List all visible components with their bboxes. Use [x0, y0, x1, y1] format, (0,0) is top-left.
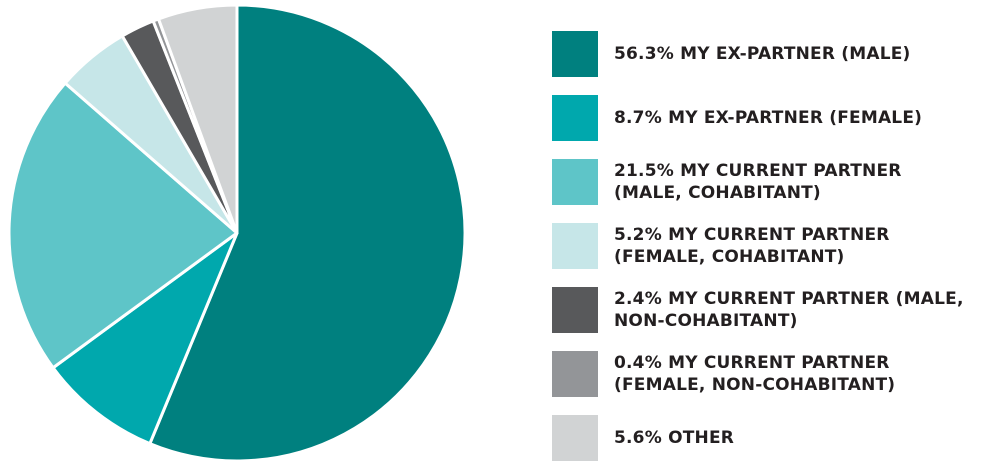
legend-value: 8.7% — [614, 108, 662, 128]
pie-slice — [148, 3, 467, 460]
legend-swatch — [552, 31, 598, 77]
legend-text: 5.2% MY CURRENT PARTNER (FEMALE, COHABIT… — [614, 224, 964, 268]
legend-label: MY EX-PARTNER (FEMALE) — [668, 108, 923, 128]
legend-label: OTHER — [668, 428, 735, 448]
legend-swatch — [552, 95, 598, 141]
legend-item: 2.4% MY CURRENT PARTNER (MALE, NON-COHAB… — [552, 286, 964, 334]
legend-text: 56.3% MY EX-PARTNER (MALE) — [614, 43, 964, 65]
legend-value: 56.3% — [614, 44, 674, 64]
pie-slice — [156, 3, 239, 235]
pie-slice — [7, 81, 239, 370]
legend-item: 56.3% MY EX-PARTNER (MALE) — [552, 30, 964, 78]
legend-value: 21.5% — [614, 161, 674, 181]
legend-item: 0.4% MY CURRENT PARTNER (FEMALE, NON-COH… — [552, 350, 964, 398]
legend-label: MY CURRENT PARTNER (MALE, NON-COHABITANT… — [614, 289, 964, 331]
legend-text: 2.4% MY CURRENT PARTNER (MALE, NON-COHAB… — [614, 288, 964, 332]
legend-text: 0.4% MY CURRENT PARTNER (FEMALE, NON-COH… — [614, 352, 964, 396]
legend-value: 2.4% — [614, 289, 662, 309]
legend-item: 5.6% OTHER — [552, 414, 964, 462]
legend-value: 5.2% — [614, 225, 662, 245]
pie-slice — [51, 231, 239, 446]
legend-label: MY CURRENT PARTNER (MALE, COHABITANT) — [614, 161, 902, 203]
legend-text: 21.5% MY CURRENT PARTNER (MALE, COHABITA… — [614, 160, 964, 204]
legend-label: MY CURRENT PARTNER (FEMALE, COHABITANT) — [614, 225, 890, 267]
legend-label: MY CURRENT PARTNER (FEMALE, NON-COHABITA… — [614, 353, 896, 395]
legend-swatch — [552, 159, 598, 205]
legend-swatch — [552, 287, 598, 333]
legend-item: 5.2% MY CURRENT PARTNER (FEMALE, COHABIT… — [552, 222, 964, 270]
legend-value: 0.4% — [614, 353, 662, 373]
legend-value: 5.6% — [614, 428, 662, 448]
legend-swatch — [552, 351, 598, 397]
legend-swatch — [552, 223, 598, 269]
legend-text: 5.6% OTHER — [614, 427, 964, 449]
legend-text: 8.7% MY EX-PARTNER (FEMALE) — [614, 107, 964, 129]
legend-swatch — [552, 415, 598, 461]
legend-label: MY EX-PARTNER (MALE) — [680, 44, 911, 64]
legend-item: 8.7% MY EX-PARTNER (FEMALE) — [552, 94, 964, 142]
legend-item: 21.5% MY CURRENT PARTNER (MALE, COHABITA… — [552, 158, 964, 206]
